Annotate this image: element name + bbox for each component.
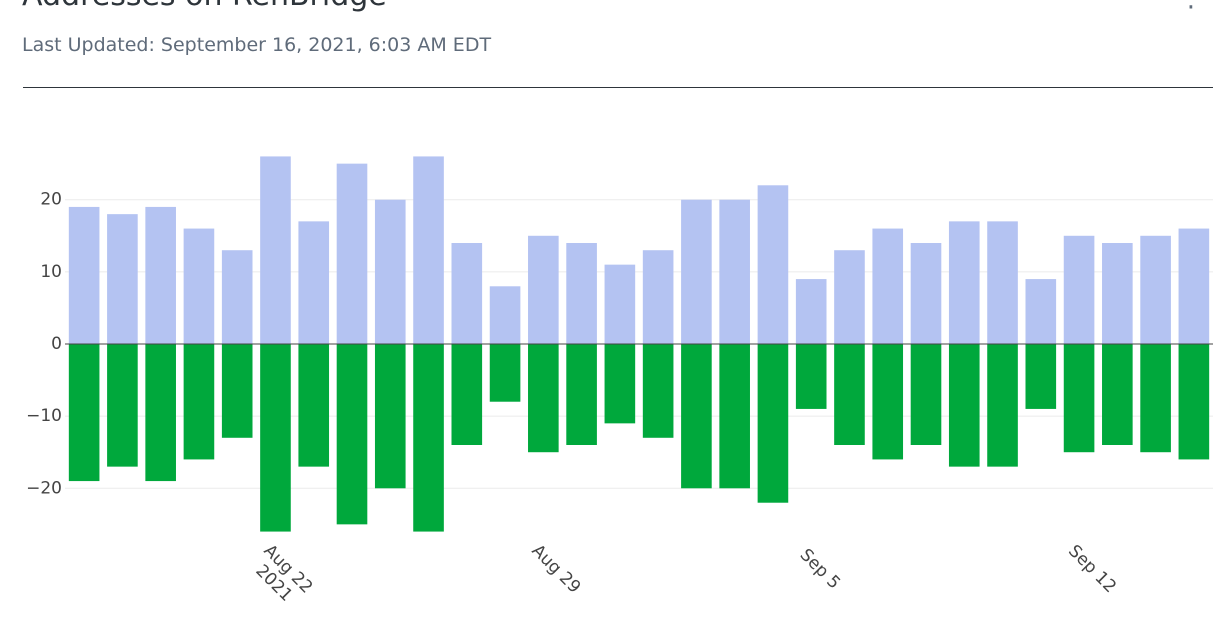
y-tick-label: 10: [40, 262, 62, 282]
chart-title: Addresses on RenBridge: [22, 0, 387, 13]
bar: [1025, 344, 1057, 409]
bar: [1063, 235, 1095, 344]
bar: [948, 221, 980, 344]
bar: [1178, 344, 1210, 460]
bar: [298, 221, 330, 344]
bar: [298, 344, 330, 467]
bar: [260, 344, 291, 532]
bar: [260, 156, 291, 344]
bar: [719, 199, 750, 344]
bar: [795, 279, 827, 344]
bar: [413, 344, 444, 532]
bar: [451, 243, 483, 344]
bar: [1140, 235, 1171, 344]
bar: [336, 344, 368, 525]
bar: [795, 344, 827, 409]
y-tick-label: 0: [51, 334, 62, 354]
bar: [681, 199, 712, 344]
bar: [374, 344, 406, 489]
bar: [642, 250, 674, 344]
bar: [336, 163, 368, 344]
bar: [910, 243, 942, 344]
bar: [987, 221, 1018, 344]
bar: [68, 344, 100, 482]
chart-subtitle: Last Updated: September 16, 2021, 6:03 A…: [22, 34, 492, 56]
bar: [642, 344, 674, 438]
bar: [183, 344, 215, 460]
bar: [489, 344, 521, 402]
bar: [566, 243, 597, 344]
bar: [872, 228, 904, 344]
bar: [872, 344, 904, 460]
bar: [528, 235, 559, 344]
bar: [221, 250, 253, 344]
divider: [23, 87, 1213, 88]
bar: [528, 344, 559, 453]
bar: [604, 344, 636, 424]
bar: [948, 344, 980, 467]
bar: [987, 344, 1018, 467]
bar: [374, 199, 406, 344]
bar: [681, 344, 712, 489]
bar: [1140, 344, 1171, 453]
bar: [145, 206, 176, 344]
bar: [68, 206, 100, 344]
bar: [1102, 344, 1133, 445]
bar: [757, 344, 789, 503]
bar: [910, 344, 942, 445]
bar: [145, 344, 176, 482]
y-tick-label: −20: [26, 478, 62, 498]
bar: [834, 250, 865, 344]
bar: [221, 344, 253, 438]
bar: [834, 344, 865, 445]
y-tick-label: −10: [26, 406, 62, 426]
y-tick-label: 20: [40, 190, 62, 210]
bar: [413, 156, 444, 344]
bar: [451, 344, 483, 445]
bar: [719, 344, 750, 489]
bar: [1063, 344, 1095, 453]
bar: [183, 228, 215, 344]
bar: [489, 286, 521, 344]
bar: [107, 344, 138, 467]
bar: [107, 214, 138, 344]
bar: [757, 185, 789, 344]
bar: [566, 344, 597, 445]
bar: [1025, 279, 1057, 344]
bar: [604, 264, 636, 344]
bar: [1178, 228, 1210, 344]
bar: [1102, 243, 1133, 344]
